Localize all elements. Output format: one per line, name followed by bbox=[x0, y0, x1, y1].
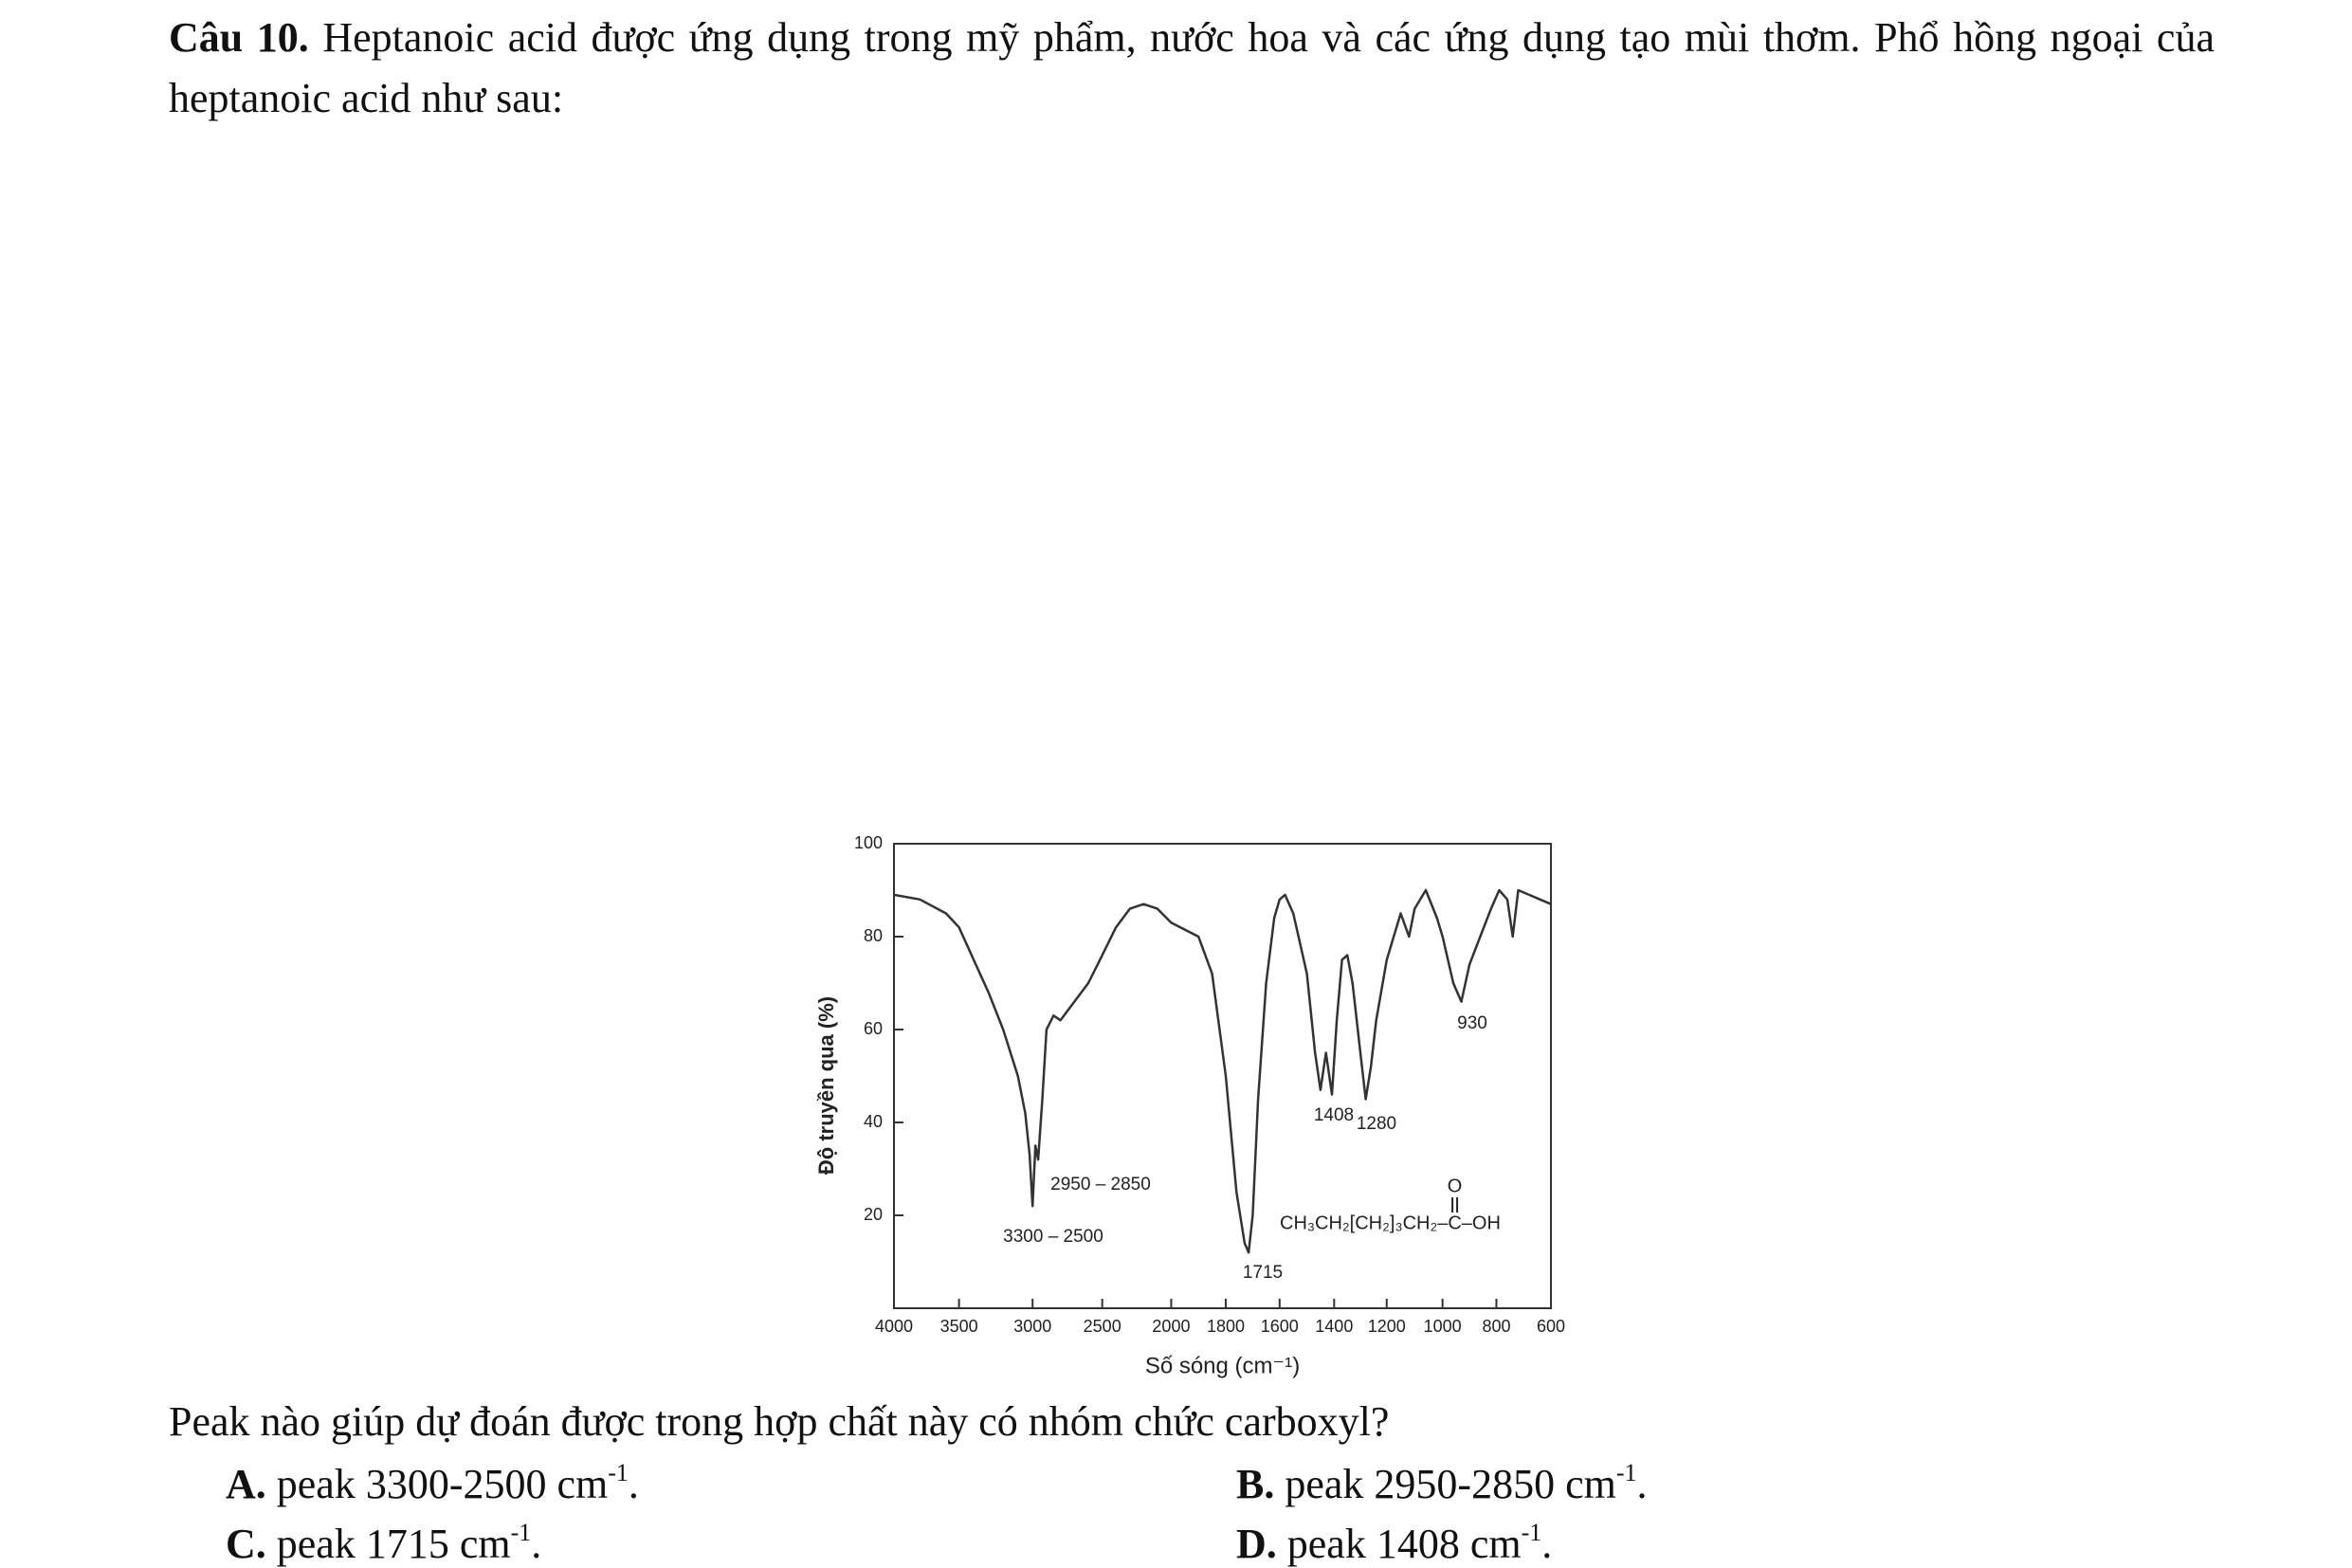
option-letter: B. bbox=[1236, 1461, 1275, 1507]
option-letter: C. bbox=[226, 1521, 266, 1567]
option: C. peak 1715 cm-1. bbox=[226, 1520, 541, 1568]
option-sup: -1 bbox=[1615, 1459, 1637, 1486]
option-end: . bbox=[1541, 1521, 1553, 1567]
option-end: . bbox=[1636, 1461, 1648, 1507]
x-tick-label: 1400 bbox=[1315, 1317, 1353, 1336]
x-tick-label: 1000 bbox=[1424, 1317, 1462, 1336]
question-text: Heptanoic acid được ứng dụng trong mỹ ph… bbox=[169, 14, 2215, 121]
option: D. peak 1408 cm-1. bbox=[1236, 1520, 1552, 1568]
x-tick-label: 800 bbox=[1482, 1317, 1510, 1336]
option-end: . bbox=[628, 1461, 639, 1507]
plot-frame bbox=[893, 843, 1552, 1309]
x-tick-label: 2000 bbox=[1152, 1317, 1190, 1336]
question: Câu 10. Heptanoic acid được ứng dụng tro… bbox=[169, 8, 2215, 129]
x-tick-label: 3500 bbox=[940, 1317, 978, 1336]
annotation: 1408 bbox=[1314, 1105, 1354, 1125]
y-tick-label: 100 bbox=[854, 833, 883, 852]
x-tick-label: 600 bbox=[1537, 1317, 1565, 1336]
x-axis-label: Số sóng (cm⁻¹) bbox=[1145, 1353, 1300, 1378]
x-tick-label: 3000 bbox=[1013, 1317, 1051, 1336]
option-text: peak 1408 cm bbox=[1276, 1521, 1522, 1567]
x-tick-label: 1600 bbox=[1261, 1317, 1299, 1336]
x-tick-label: 2500 bbox=[1084, 1317, 1121, 1336]
x-tick-label: 1800 bbox=[1207, 1317, 1245, 1336]
annotation: 1280 bbox=[1357, 1114, 1396, 1134]
option-letter: A. bbox=[226, 1461, 266, 1507]
y-tick-label: 20 bbox=[864, 1205, 883, 1224]
x-tick-label: 1200 bbox=[1368, 1317, 1406, 1336]
option: A. peak 3300-2500 cm-1. bbox=[226, 1460, 639, 1508]
spectrum-line bbox=[893, 888, 1552, 1254]
option-text: peak 2950-2850 cm bbox=[1274, 1461, 1616, 1507]
option-text: peak 1715 cm bbox=[265, 1521, 511, 1567]
annotation: 3300 – 2500 bbox=[1003, 1227, 1103, 1247]
annotation: 1715 bbox=[1243, 1263, 1283, 1283]
x-tick-label: 4000 bbox=[875, 1317, 913, 1336]
question-label: Câu 10. bbox=[169, 14, 309, 61]
annotation: 2950 – 2850 bbox=[1050, 1175, 1151, 1194]
option-end: . bbox=[531, 1521, 542, 1567]
y-axis-label: Độ truyền qua (%) bbox=[814, 996, 838, 1175]
option-sup: -1 bbox=[1521, 1519, 1542, 1546]
option-text: peak 3300-2500 cm bbox=[265, 1461, 609, 1507]
formula: CH₃CH₂[CH₂]₃CH₂–C–OH bbox=[1280, 1212, 1501, 1233]
y-tick-label: 80 bbox=[864, 926, 883, 945]
option-sup: -1 bbox=[608, 1459, 629, 1486]
annotation: 930 bbox=[1457, 1013, 1487, 1033]
formula-oxygen: O bbox=[1448, 1176, 1463, 1196]
y-tick-label: 60 bbox=[864, 1019, 883, 1038]
option-letter: D. bbox=[1236, 1521, 1277, 1567]
option-sup: -1 bbox=[510, 1519, 532, 1546]
prompt: Peak nào giúp dự đoán được trong hợp chấ… bbox=[169, 1398, 1390, 1445]
y-tick-label: 40 bbox=[864, 1112, 883, 1131]
option: B. peak 2950-2850 cm-1. bbox=[1236, 1460, 1648, 1508]
